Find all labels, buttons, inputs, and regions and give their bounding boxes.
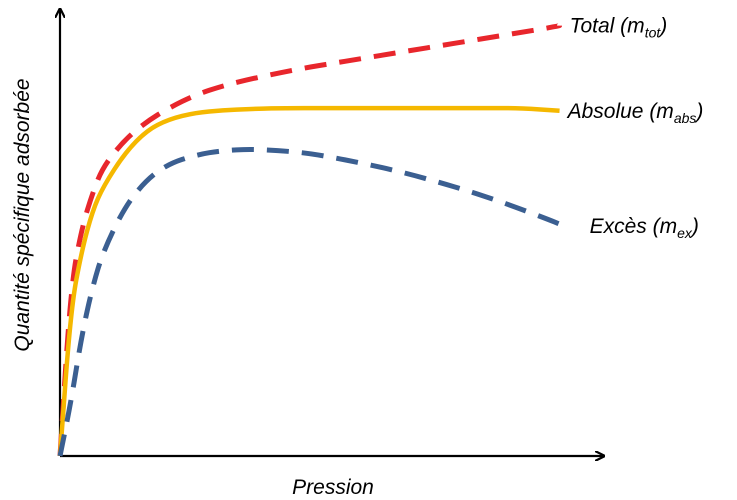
series-label-close: ) — [689, 215, 699, 238]
series-line-1 — [57, 105, 560, 457]
series-label-main: Absolue (m — [566, 100, 674, 123]
series-label-subscript: tot — [645, 25, 662, 41]
series-label-main: Excès (m — [590, 215, 678, 238]
series-line-0 — [57, 23, 563, 457]
series-line-2 — [57, 146, 561, 457]
x-axis-label: Pression — [292, 476, 374, 499]
series-label-2: Excès (mex) — [590, 215, 699, 241]
axes — [60, 10, 603, 456]
series-labels: Total (mtot)Absolue (mabs)Excès (mex) — [566, 15, 704, 242]
series-layer — [57, 23, 563, 457]
series-label-subscript: ex — [677, 225, 693, 241]
y-axis-label: Quantité spécifique adsorbée — [11, 78, 34, 351]
series-label-1: Absolue (mabs) — [566, 100, 704, 126]
series-label-subscript: abs — [674, 110, 697, 126]
series-label-close: ) — [693, 100, 703, 123]
series-label-0: Total (mtot) — [570, 15, 668, 41]
series-label-main: Total (m — [570, 15, 645, 38]
series-label-close: ) — [657, 15, 667, 38]
